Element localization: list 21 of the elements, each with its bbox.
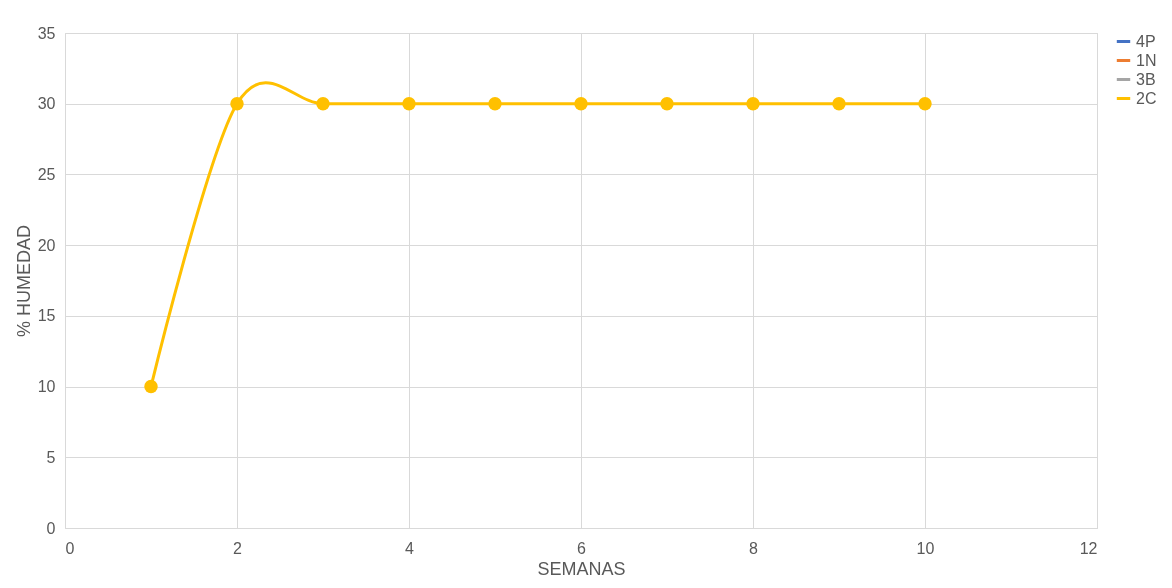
legend-label: 2C (1136, 89, 1157, 107)
y-axis-title: % HUMEDAD (13, 224, 34, 338)
y-tick-label: 15 (37, 307, 56, 325)
legend-label: 1N (1136, 51, 1157, 69)
x-tick-label: 6 (577, 539, 587, 557)
y-tick-label: 30 (37, 95, 56, 113)
legend-label: 3B (1136, 70, 1156, 88)
y-tick-label: 5 (46, 448, 56, 466)
x-tick-label: 12 (1079, 539, 1098, 557)
y-tick-label: 10 (37, 378, 56, 396)
x-tick-label: 10 (916, 539, 935, 557)
y-tick-label: 35 (37, 24, 56, 42)
x-tick-label: 8 (749, 539, 759, 557)
x-tick-label: 2 (233, 539, 243, 557)
x-tick-label: 4 (405, 539, 415, 557)
x-axis-title: SEMANAS (537, 558, 626, 579)
y-tick-label: 0 (46, 519, 56, 537)
y-tick-label: 20 (37, 236, 56, 254)
legend-label: 4P (1136, 32, 1156, 50)
x-tick-label: 0 (65, 539, 75, 557)
y-tick-label: 25 (37, 165, 56, 183)
